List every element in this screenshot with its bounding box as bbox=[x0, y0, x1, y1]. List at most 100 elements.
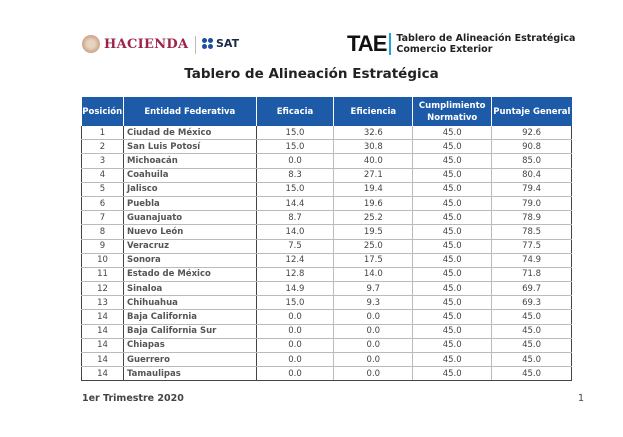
eficacia-cell: 14.9 bbox=[255, 281, 335, 297]
eficiencia-cell: 19.4 bbox=[333, 182, 414, 197]
cumplimiento-cell: 45.0 bbox=[412, 196, 493, 212]
eficiencia-cell: 40.0 bbox=[333, 153, 414, 169]
position-cell: 14 bbox=[81, 309, 124, 325]
cumplimiento-cell: 45.0 bbox=[412, 324, 493, 339]
entity-cell: Sonora bbox=[122, 253, 257, 268]
puntaje-cell: 78.5 bbox=[491, 224, 572, 240]
eficacia-cell: 0.0 bbox=[255, 338, 335, 354]
puntaje-cell: 45.0 bbox=[491, 324, 572, 339]
eficacia-cell: 15.0 bbox=[255, 295, 335, 311]
puntaje-cell: 77.5 bbox=[491, 239, 572, 254]
table-row: 7 Guanajuato 8.7 25.2 45.0 78.9 bbox=[81, 210, 572, 226]
cumplimiento-cell: 45.0 bbox=[412, 309, 493, 325]
column-header: Cumplimiento Normativo bbox=[412, 97, 492, 126]
table-row: 14 Baja California 0.0 0.0 45.0 45.0 bbox=[81, 309, 572, 325]
entity-cell: Coahuila bbox=[122, 168, 257, 183]
hacienda-logo: HACIENDA bbox=[82, 35, 188, 53]
sat-logo: SAT bbox=[202, 37, 239, 50]
eficiencia-cell: 19.5 bbox=[333, 224, 414, 240]
puntaje-cell: 92.6 bbox=[491, 126, 572, 141]
tae-subtitle-2: Comercio Exterior bbox=[396, 44, 493, 55]
cumplimiento-cell: 45.0 bbox=[412, 139, 493, 155]
position-cell: 14 bbox=[81, 324, 124, 339]
table-row: 10 Sonora 12.4 17.5 45.0 74.9 bbox=[81, 253, 572, 268]
eficacia-cell: 14.0 bbox=[255, 224, 335, 240]
logo-divider bbox=[195, 36, 196, 54]
eficacia-cell: 0.0 bbox=[255, 309, 335, 325]
position-cell: 11 bbox=[81, 267, 124, 283]
cumplimiento-cell: 45.0 bbox=[412, 224, 493, 240]
entity-cell: Baja California bbox=[122, 309, 257, 325]
table-row: 6 Puebla 14.4 19.6 45.0 79.0 bbox=[81, 196, 572, 212]
position-cell: 12 bbox=[81, 281, 124, 297]
cumplimiento-cell: 45.0 bbox=[412, 352, 493, 368]
position-cell: 9 bbox=[81, 239, 124, 254]
table-row: 11 Estado de México 12.8 14.0 45.0 71.8 bbox=[81, 267, 572, 283]
entity-cell: Nuevo León bbox=[122, 224, 257, 240]
position-cell: 10 bbox=[81, 253, 124, 268]
position-cell: 3 bbox=[81, 153, 124, 169]
eficacia-cell: 15.0 bbox=[255, 182, 335, 197]
eficiencia-cell: 0.0 bbox=[333, 309, 414, 325]
entity-cell: Tamaulipas bbox=[122, 366, 257, 382]
cumplimiento-cell: 45.0 bbox=[412, 239, 493, 254]
sat-label: SAT bbox=[216, 37, 240, 50]
eficacia-cell: 8.7 bbox=[255, 210, 335, 226]
eficiencia-cell: 9.7 bbox=[333, 281, 414, 297]
eficiencia-cell: 30.8 bbox=[333, 139, 414, 155]
eficacia-cell: 0.0 bbox=[255, 153, 335, 169]
column-header: Entidad Federativa bbox=[122, 97, 257, 126]
table-row: 14 Guerrero 0.0 0.0 45.0 45.0 bbox=[81, 352, 572, 368]
eficiencia-cell: 32.6 bbox=[333, 126, 414, 141]
puntaje-cell: 45.0 bbox=[491, 366, 572, 382]
entity-cell: Guanajuato bbox=[122, 210, 257, 226]
eficacia-cell: 8.3 bbox=[255, 168, 335, 183]
puntaje-cell: 90.8 bbox=[491, 139, 572, 155]
entity-cell: Jalisco bbox=[122, 182, 257, 197]
eficacia-cell: 0.0 bbox=[255, 366, 335, 382]
table-row: 14 Chiapas 0.0 0.0 45.0 45.0 bbox=[81, 338, 572, 354]
page-title: Tablero de Alineación Estratégica bbox=[184, 66, 439, 82]
cumplimiento-cell: 45.0 bbox=[412, 295, 493, 311]
entity-cell: Guerrero bbox=[122, 352, 257, 368]
cumplimiento-cell: 45.0 bbox=[412, 338, 493, 354]
table-row: 12 Sinaloa 14.9 9.7 45.0 69.7 bbox=[81, 281, 572, 297]
entity-cell: Baja California Sur bbox=[122, 324, 257, 339]
position-cell: 14 bbox=[81, 366, 124, 382]
eficiencia-cell: 0.0 bbox=[333, 324, 414, 339]
puntaje-cell: 79.0 bbox=[491, 196, 572, 212]
puntaje-cell: 45.0 bbox=[491, 338, 572, 354]
tae-divider bbox=[389, 33, 392, 55]
table-row: 3 Michoacán 0.0 40.0 45.0 85.0 bbox=[81, 153, 572, 169]
sat-dots-icon bbox=[202, 38, 213, 49]
eficacia-cell: 12.4 bbox=[255, 253, 335, 268]
tae-logo-text: TAE bbox=[347, 31, 387, 56]
eficacia-cell: 12.8 bbox=[255, 267, 335, 283]
position-cell: 5 bbox=[81, 182, 124, 197]
table-row: 13 Chihuahua 15.0 9.3 45.0 69.3 bbox=[81, 295, 572, 311]
eficacia-cell: 0.0 bbox=[255, 324, 335, 339]
position-cell: 8 bbox=[81, 224, 124, 240]
table-row: 2 San Luis Potosí 15.0 30.8 45.0 90.8 bbox=[81, 139, 572, 155]
cumplimiento-cell: 45.0 bbox=[412, 267, 493, 283]
table-header-row: Posición Entidad Federativa Eficacia Efi… bbox=[81, 97, 572, 126]
entity-cell: Chiapas bbox=[122, 338, 257, 354]
entity-cell: Puebla bbox=[122, 196, 257, 212]
puntaje-cell: 69.7 bbox=[491, 281, 572, 297]
eficacia-cell: 15.0 bbox=[255, 139, 335, 155]
eficacia-cell: 15.0 bbox=[255, 126, 335, 141]
entity-cell: Veracruz bbox=[122, 239, 257, 254]
entity-cell: Sinaloa bbox=[122, 281, 257, 297]
seal-icon bbox=[82, 35, 100, 53]
eficacia-cell: 0.0 bbox=[255, 352, 335, 368]
cumplimiento-cell: 45.0 bbox=[412, 126, 493, 141]
puntaje-cell: 79.4 bbox=[491, 182, 572, 197]
eficiencia-cell: 0.0 bbox=[333, 366, 414, 382]
puntaje-cell: 80.4 bbox=[491, 168, 572, 183]
eficiencia-cell: 25.2 bbox=[333, 210, 414, 226]
puntaje-cell: 71.8 bbox=[491, 267, 572, 283]
puntaje-cell: 45.0 bbox=[491, 352, 572, 368]
position-cell: 13 bbox=[81, 295, 124, 311]
table-row: 1 Ciudad de México 15.0 32.6 45.0 92.6 bbox=[81, 126, 572, 141]
column-header: Posición bbox=[81, 97, 124, 126]
